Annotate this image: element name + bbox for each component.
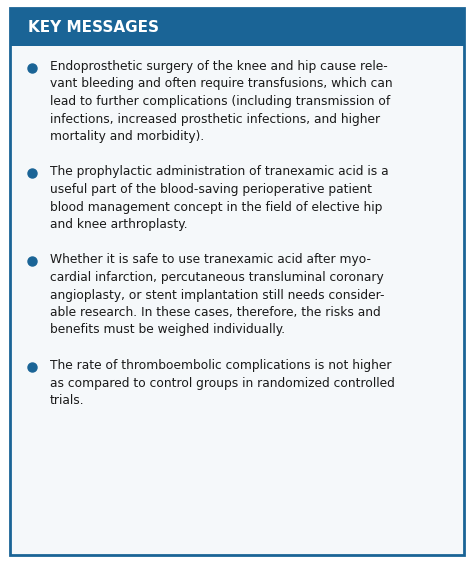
- Text: KEY MESSAGES: KEY MESSAGES: [28, 20, 159, 34]
- FancyBboxPatch shape: [10, 8, 464, 555]
- FancyBboxPatch shape: [10, 8, 464, 46]
- Text: and knee arthroplasty.: and knee arthroplasty.: [50, 218, 188, 231]
- Text: benefits must be weighed individually.: benefits must be weighed individually.: [50, 324, 285, 337]
- Text: trials.: trials.: [50, 394, 85, 407]
- Text: The prophylactic administration of tranexamic acid is a: The prophylactic administration of trane…: [50, 166, 389, 178]
- Text: infections, increased prosthetic infections, and higher: infections, increased prosthetic infecti…: [50, 113, 380, 126]
- Text: as compared to control groups in randomized controlled: as compared to control groups in randomi…: [50, 377, 395, 390]
- Text: angioplasty, or stent implantation still needs consider-: angioplasty, or stent implantation still…: [50, 288, 384, 302]
- Text: Endoprosthetic surgery of the knee and hip cause rele-: Endoprosthetic surgery of the knee and h…: [50, 60, 388, 73]
- Text: mortality and morbidity).: mortality and morbidity).: [50, 130, 204, 143]
- Text: lead to further complications (including transmission of: lead to further complications (including…: [50, 95, 390, 108]
- Text: The rate of thromboembolic complications is not higher: The rate of thromboembolic complications…: [50, 359, 392, 372]
- Text: able research. In these cases, therefore, the risks and: able research. In these cases, therefore…: [50, 306, 381, 319]
- Text: useful part of the blood-saving perioperative patient: useful part of the blood-saving perioper…: [50, 183, 372, 196]
- Text: cardial infarction, percutaneous transluminal coronary: cardial infarction, percutaneous translu…: [50, 271, 384, 284]
- Text: blood management concept in the field of elective hip: blood management concept in the field of…: [50, 200, 383, 213]
- Text: Whether it is safe to use tranexamic acid after myo-: Whether it is safe to use tranexamic aci…: [50, 253, 371, 266]
- Text: vant bleeding and often require transfusions, which can: vant bleeding and often require transfus…: [50, 78, 392, 91]
